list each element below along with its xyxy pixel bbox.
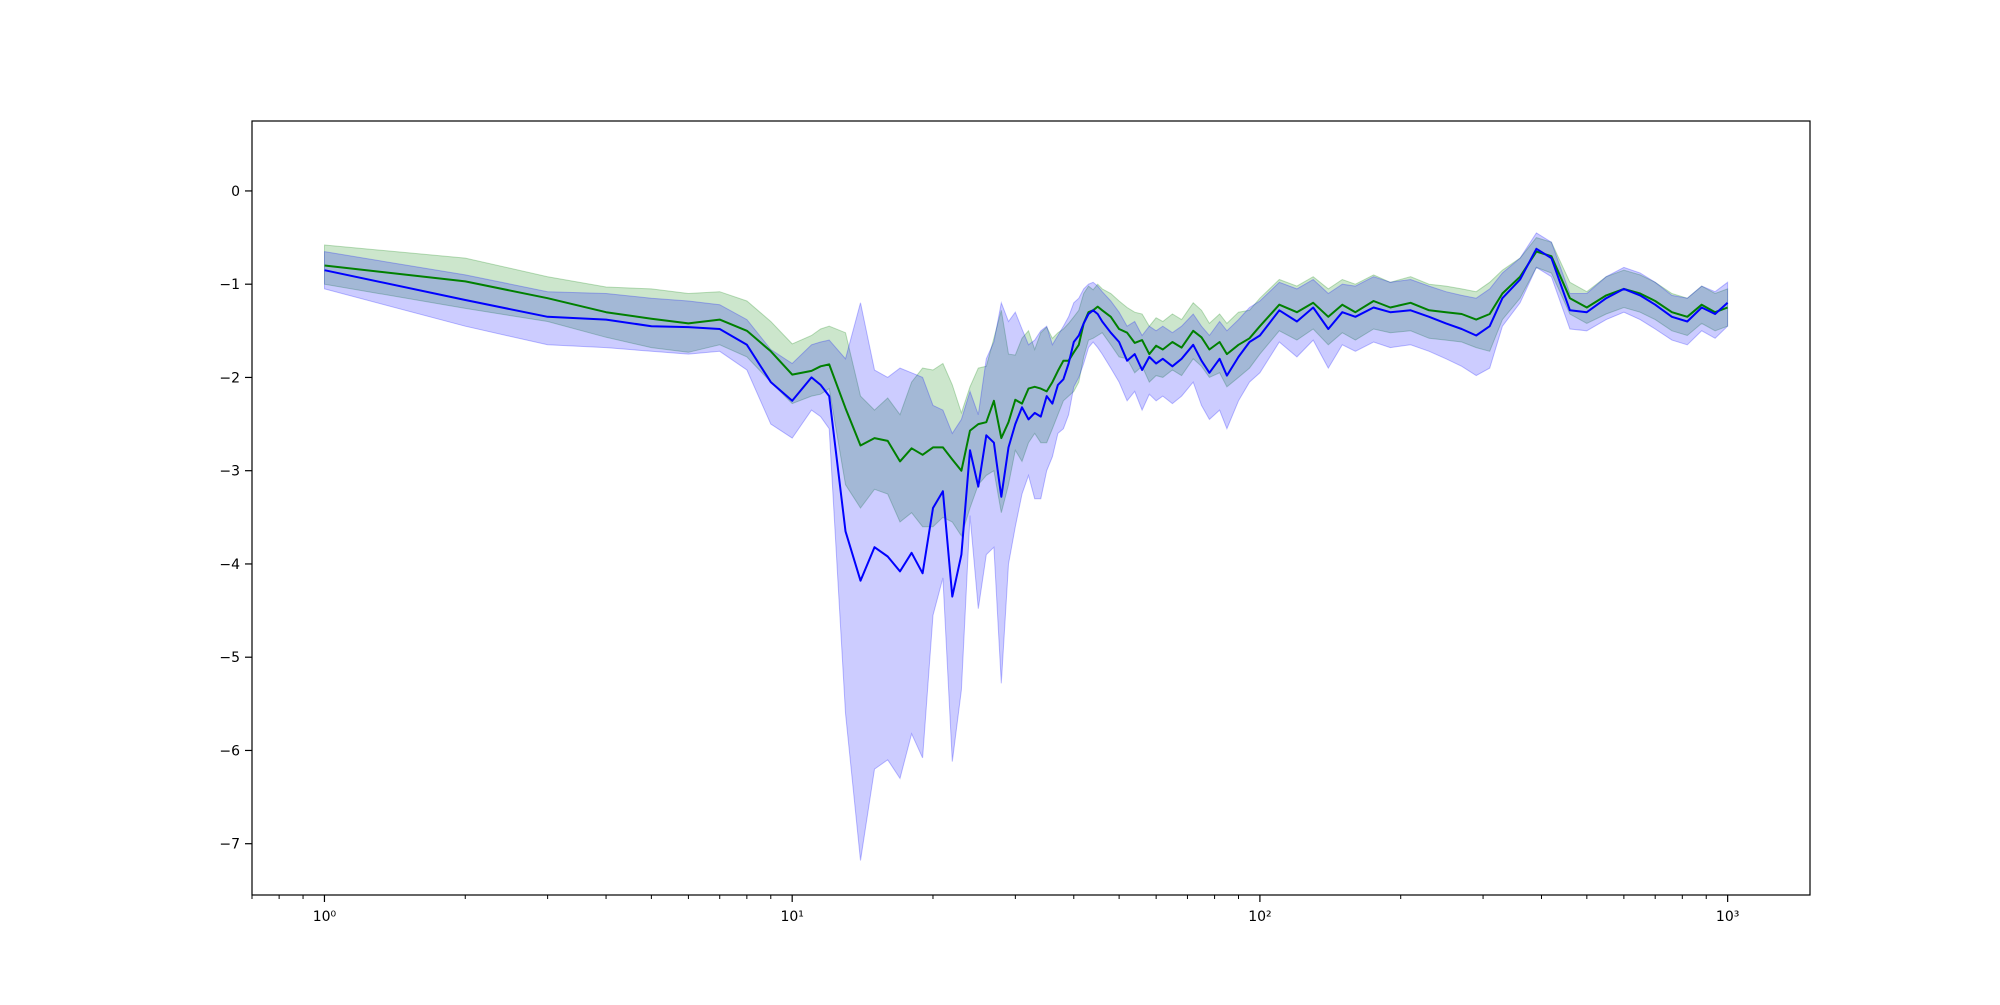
y-tick-label: −6 <box>219 743 240 759</box>
y-tick-label: −5 <box>219 650 240 666</box>
x-axis: 10⁰ 10¹ 10² 10³ <box>251 895 1739 925</box>
confidence-band-1 <box>324 237 1729 538</box>
y-tick-label: −3 <box>219 464 240 480</box>
x-tick-label: 10¹ <box>780 909 803 925</box>
plot-area <box>324 232 1729 861</box>
series-line-1 <box>324 250 1728 472</box>
x-tick-label: 10³ <box>1716 909 1739 925</box>
y-tick-label: −7 <box>219 837 240 853</box>
confidence-band-2 <box>324 232 1729 861</box>
x-tick-label: 10² <box>1248 909 1271 925</box>
y-tick-label: 0 <box>231 184 240 200</box>
y-axis: 0 −1 −2 −3 −4 −5 −6 −7 <box>219 184 252 853</box>
series-line-2 <box>324 247 1729 598</box>
axes-frame <box>251 120 1811 896</box>
y-tick-label: −2 <box>219 370 240 386</box>
y-tick-label: −1 <box>219 277 240 293</box>
x-tick-label: 10⁰ <box>313 909 337 925</box>
y-tick-label: −4 <box>219 557 240 573</box>
